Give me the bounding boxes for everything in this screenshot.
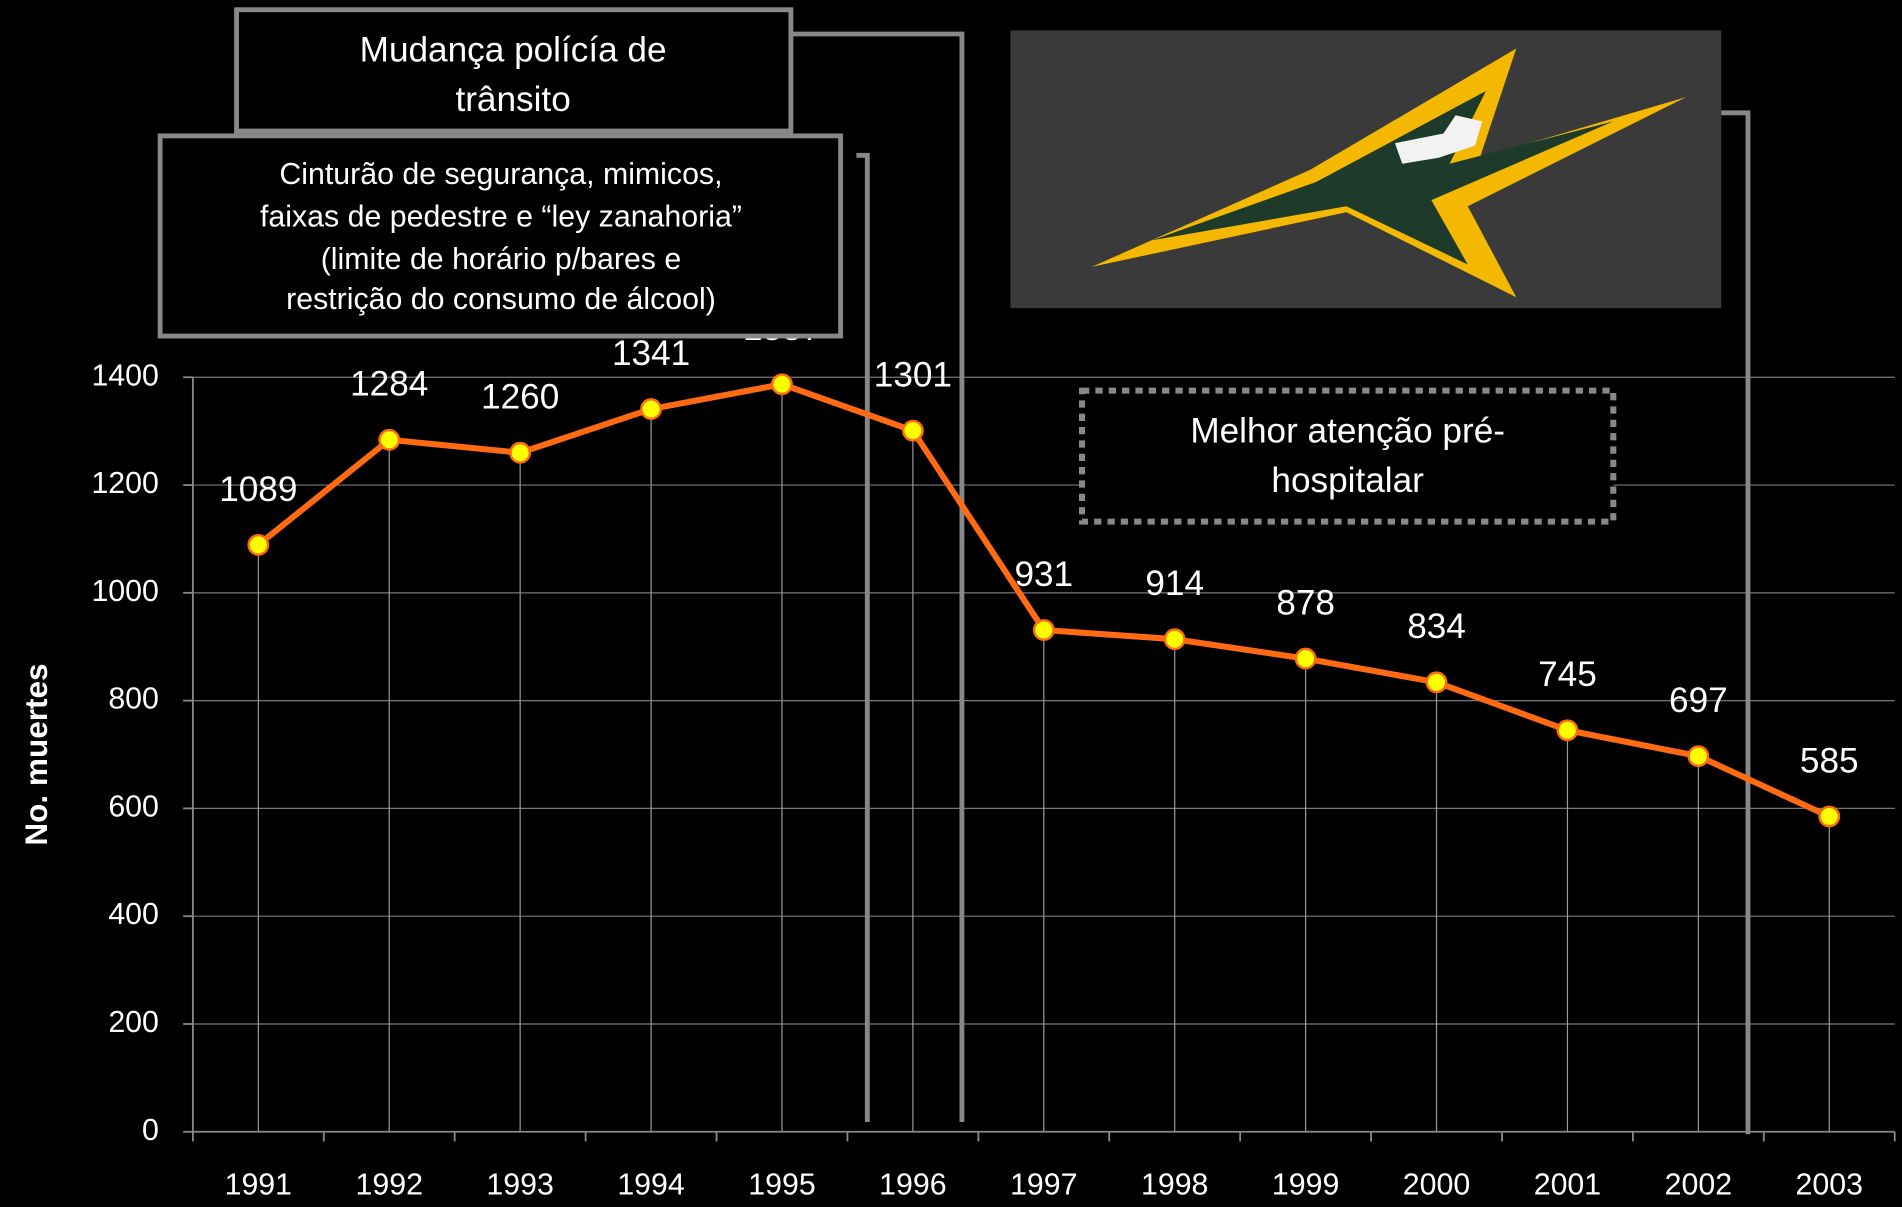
value-label: 1089 xyxy=(219,470,297,509)
marker xyxy=(1820,807,1839,826)
x-tick-label: 1991 xyxy=(225,1168,292,1201)
marker xyxy=(903,421,922,440)
annotation-text: Cinturão de segurança, mimicos, xyxy=(279,158,722,191)
y-tick-label: 200 xyxy=(108,1006,159,1039)
value-label: 931 xyxy=(1014,555,1073,594)
marker xyxy=(380,430,399,449)
annotation-text: Mudança polícía de xyxy=(360,30,667,69)
chart: 0 200 400 600 800 1000 1200 1400 1991 1992 1993 199… xyxy=(0,0,1902,1207)
marker xyxy=(641,399,660,418)
x-tick-label: 2002 xyxy=(1665,1168,1732,1201)
value-label: 878 xyxy=(1276,584,1335,623)
x-tick-label: 1996 xyxy=(879,1168,946,1201)
x-tick-label: 1997 xyxy=(1010,1168,1077,1201)
value-label: 585 xyxy=(1800,741,1859,780)
annotation-box xyxy=(1082,391,1613,522)
x-tick-label: 1993 xyxy=(486,1168,553,1201)
y-tick-label: 400 xyxy=(108,898,159,931)
value-label: 1341 xyxy=(612,334,690,373)
marker xyxy=(772,375,791,394)
marker xyxy=(1165,629,1184,648)
y-tick-label: 0 xyxy=(142,1114,159,1147)
y-tick-label: 600 xyxy=(108,790,159,823)
marker xyxy=(1689,746,1708,765)
y-tick-label: 1200 xyxy=(91,467,158,500)
marker xyxy=(1296,649,1315,668)
x-tick-label: 2000 xyxy=(1403,1168,1470,1201)
marker xyxy=(249,535,268,554)
x-tick-label: 1999 xyxy=(1272,1168,1339,1201)
y-tick-label: 800 xyxy=(108,683,159,716)
x-tick-label: 1994 xyxy=(617,1168,684,1201)
value-label: 745 xyxy=(1538,655,1597,694)
value-label: 1301 xyxy=(874,356,952,395)
annotation-text: Melhor atenção pré- xyxy=(1190,411,1505,450)
value-label: 914 xyxy=(1145,564,1204,603)
y-tick-label: 1400 xyxy=(91,359,158,392)
value-label: 834 xyxy=(1407,607,1466,646)
value-label: 697 xyxy=(1669,681,1728,720)
x-tick-label: 1998 xyxy=(1141,1168,1208,1201)
x-tick-label: 1995 xyxy=(748,1168,815,1201)
marker xyxy=(510,443,529,462)
connector xyxy=(1721,113,1748,1134)
annotation-text: hospitalar xyxy=(1271,461,1424,500)
value-label: 1260 xyxy=(481,378,559,417)
marker xyxy=(1427,673,1446,692)
marker xyxy=(1558,721,1577,740)
value-label: 1284 xyxy=(350,365,428,404)
photo xyxy=(1010,30,1721,308)
connector xyxy=(856,155,867,1122)
x-tick-label: 1992 xyxy=(356,1168,423,1201)
x-tick-label: 2003 xyxy=(1796,1168,1863,1201)
data-layer: 1089128412601341138713019319148788347456… xyxy=(219,309,1858,826)
y-tick-label: 1000 xyxy=(91,575,158,608)
annotation-text: trânsito xyxy=(455,80,570,119)
annotation-text: (limite de horário p/bares e xyxy=(321,243,682,276)
marker xyxy=(1034,620,1053,639)
annotation-text: faixas de pedestre e “ley zanahoria” xyxy=(260,200,742,233)
grid-layer: 0 200 400 600 800 1000 1200 1400 1991 1992 1993 199… xyxy=(91,359,1894,1201)
x-tick-label: 2001 xyxy=(1534,1168,1601,1201)
annotation-text: restrição do consumo de álcool) xyxy=(286,283,716,316)
page: {"chart_data": { "type": "line", "y_labe… xyxy=(0,0,1902,1207)
y-axis-label: No. muertes xyxy=(18,663,54,845)
